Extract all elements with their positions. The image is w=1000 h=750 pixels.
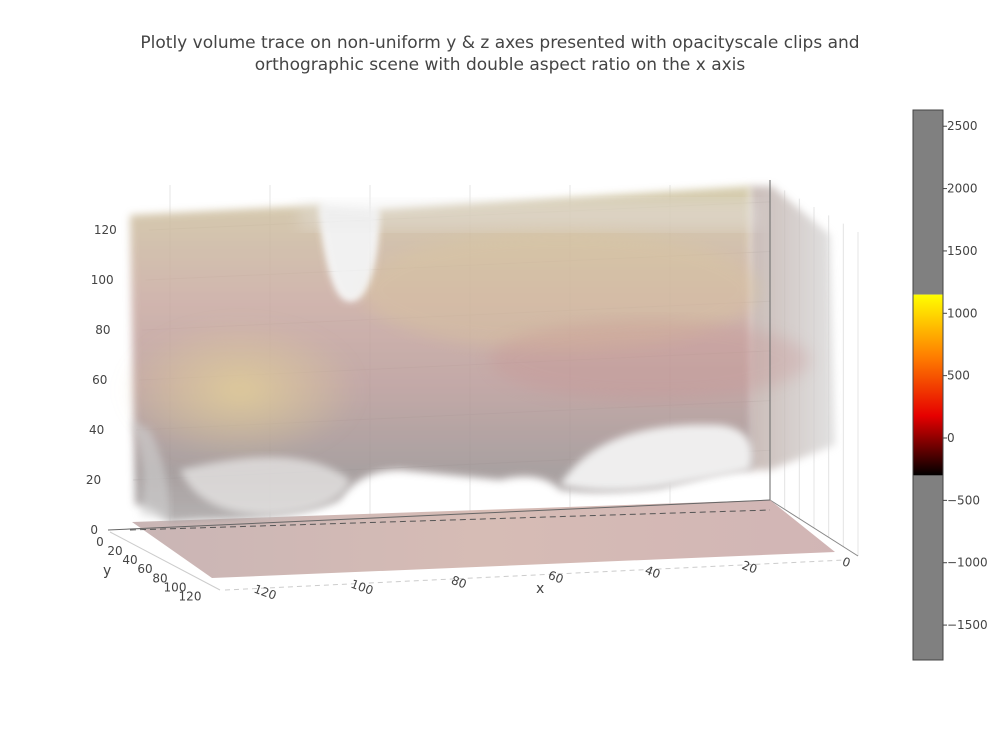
y-tick-label: 100 (164, 580, 187, 594)
volume-side (750, 186, 835, 470)
z-tick-label: 120 (94, 223, 117, 237)
x-axis-title: x (536, 581, 544, 597)
x-tick-label: 120 (252, 582, 278, 603)
volume-cavity-right (560, 424, 752, 491)
y-tick-label: 60 (137, 562, 152, 576)
colorbar[interactable]: 2500 2000 1500 1000 500 0 −500 −1000 −1500 (912, 109, 988, 661)
colorbar-tick-label: 2000 (947, 182, 978, 196)
colorbar-tick-label: 500 (947, 369, 970, 383)
x-tick-label: 100 (349, 577, 375, 598)
z-tick-label: 100 (91, 273, 114, 287)
z-tick-label: 40 (89, 423, 104, 437)
x-axis-line (224, 559, 846, 591)
y-tick-label: 120 (179, 589, 202, 603)
z-tick-label: 20 (86, 473, 101, 487)
chart-title: Plotly volume trace on non-uniform y & z… (100, 32, 900, 76)
colorbar-clip-bottom (913, 475, 943, 660)
colorbar-colorscale (913, 294, 943, 476)
x-tick-label: 0 (840, 554, 852, 570)
colorbar-tick-label: 1500 (947, 244, 978, 258)
title-line-1: Plotly volume trace on non-uniform y & z… (140, 33, 860, 53)
y-tick-label: 80 (152, 571, 167, 585)
volume-cavity-left (180, 457, 350, 515)
colorbar-tick-label: −500 (947, 493, 980, 507)
colorbar-tick-label: 0 (947, 431, 955, 445)
title-line-2: orthographic scene with double aspect ra… (254, 55, 746, 75)
z-tick-label: 80 (95, 323, 110, 337)
x-tick-label: 80 (449, 573, 468, 591)
colorbar-tick-label: 2500 (947, 119, 978, 133)
x-tick-label: 60 (546, 568, 565, 586)
volume-floor (132, 500, 835, 578)
y-depth-line (109, 531, 221, 591)
y-tick-label: 20 (107, 544, 122, 558)
colorbar-clip-top (913, 110, 943, 295)
volume-isosurfaces (120, 186, 835, 578)
y-axis-title: y (103, 563, 111, 579)
y-tick-label: 40 (122, 553, 137, 567)
y-tick-label: 0 (96, 535, 104, 549)
colorbar-outline (912, 109, 944, 661)
colorbar-tick-label: 1000 (947, 306, 978, 320)
colorbar-tick-label: −1000 (947, 556, 988, 570)
colorbar-tick-label: −1500 (947, 618, 988, 632)
x-tick-label: 40 (643, 563, 662, 581)
x-tick-label: 20 (740, 558, 759, 576)
scene-box-edges (107, 180, 771, 531)
z-tick-label: 60 (92, 373, 107, 387)
colorbar-tick-labels: 2500 2000 1500 1000 500 0 −500 −1000 −1500 (943, 119, 988, 632)
z-tick-label: 0 (90, 523, 98, 537)
y-axis-line (769, 499, 859, 557)
